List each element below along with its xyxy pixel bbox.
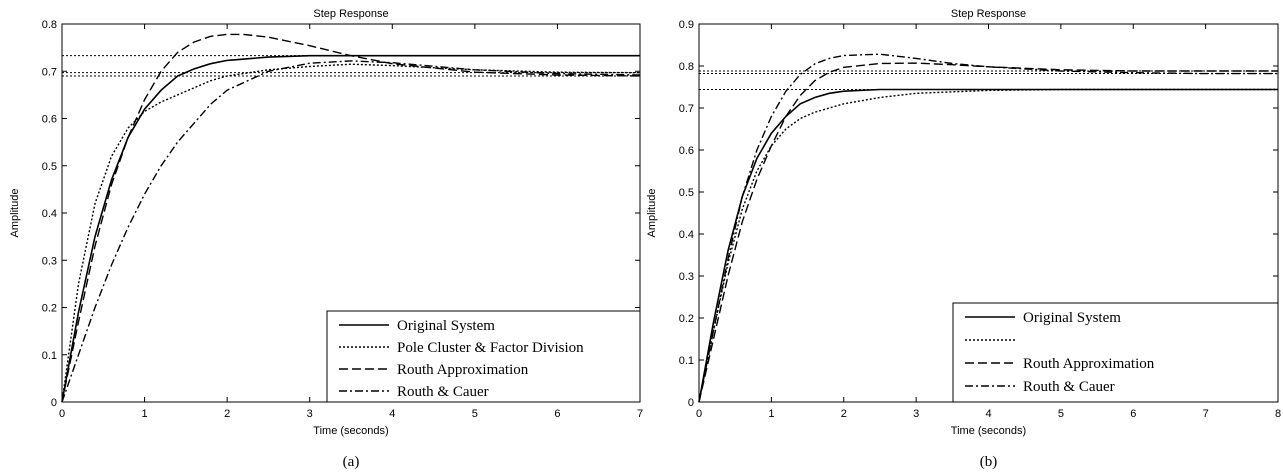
legend: Original System Pole Cluster & Factor Div… <box>326 310 641 403</box>
y-tick-label: 0.4 <box>42 208 57 220</box>
series-line-dotted <box>698 88 1278 403</box>
y-tick-label: 0 <box>51 397 57 409</box>
legend-label: Original System <box>1023 310 1121 326</box>
x-tick-label: 2 <box>224 408 230 420</box>
y-tick-label: 0.1 <box>42 350 57 362</box>
legend-box <box>952 302 1279 403</box>
legend-label: Routh & Cauer <box>1023 379 1115 395</box>
subfigure-caption: (b) <box>980 454 998 470</box>
series-line-dashdot <box>61 60 641 403</box>
series-line-dashed <box>698 62 1278 403</box>
y-axis-label: Amplitude <box>9 189 21 238</box>
x-tick-label: 3 <box>913 408 919 420</box>
y-tick-label: 0.8 <box>42 19 57 31</box>
legend-label: Routh & Cauer <box>397 384 489 400</box>
subfigure-caption: (a) <box>343 454 360 470</box>
y-tick-label: 0 <box>688 397 694 409</box>
y-tick-label: 0.6 <box>42 114 57 126</box>
x-tick-label: 7 <box>637 408 643 420</box>
legend-label: Routh Approximation <box>1023 356 1155 372</box>
y-tick-label: 0.9 <box>679 19 694 31</box>
y-tick-label: 0.7 <box>42 66 57 78</box>
y-tick-label: 0.6 <box>679 145 694 157</box>
series-line-dotted <box>61 63 641 403</box>
chart-title: Step Response <box>951 8 1026 20</box>
chart-title: Step Response <box>313 8 388 20</box>
x-tick-label: 6 <box>1130 408 1136 420</box>
x-tick-label: 3 <box>307 408 313 420</box>
x-tick-label: 6 <box>554 408 560 420</box>
y-tick-label: 0.5 <box>679 187 694 199</box>
x-tick-label: 5 <box>472 408 478 420</box>
x-tick-label: 1 <box>768 408 774 420</box>
y-tick-label: 0.3 <box>679 271 694 283</box>
x-tick-label: 0 <box>59 408 65 420</box>
legend-label: Original System <box>397 318 495 334</box>
x-tick-label: 7 <box>1203 408 1209 420</box>
series-line-solid <box>61 54 640 403</box>
legend-label: Routh Approximation <box>397 362 529 378</box>
x-tick-label: 8 <box>1275 408 1281 420</box>
legend-box <box>326 310 641 403</box>
y-tick-label: 0.1 <box>679 355 694 367</box>
legend-label: Pole Cluster & Factor Division <box>397 340 584 356</box>
series-line-solid <box>698 88 1278 403</box>
x-tick-label: 0 <box>696 408 702 420</box>
y-tick-label: 0.2 <box>42 303 57 315</box>
x-tick-label: 1 <box>142 408 148 420</box>
x-axis-label: Time (seconds) <box>951 425 1026 437</box>
x-tick-label: 4 <box>389 408 395 420</box>
y-tick-label: 0.7 <box>679 103 694 115</box>
chart-a: Step Response 0 1 2 3 4 5 6 7 0 0.1 0.2 0.3 0.4 0.5 0.6… <box>9 8 643 470</box>
legend: Original System Routh Approximation Routh … <box>952 302 1279 403</box>
x-tick-label: 4 <box>985 408 991 420</box>
y-tick-label: 0.5 <box>42 161 57 173</box>
x-axis-label: Time (seconds) <box>313 425 388 437</box>
y-tick-label: 0.2 <box>679 313 694 325</box>
x-tick-label: 2 <box>841 408 847 420</box>
series-line-dashed <box>61 33 641 403</box>
y-axis-label: Amplitude <box>646 189 658 238</box>
chart-b: Step Response 0 1 2 3 4 5 6 7 8 0 0.1 0.2 0.3 0.4 0.5 0.… <box>646 8 1281 470</box>
y-tick-label: 0.8 <box>679 61 694 73</box>
y-tick-label: 0.3 <box>42 255 57 267</box>
series-line-dashdot <box>698 53 1278 403</box>
x-tick-label: 5 <box>1058 408 1064 420</box>
y-tick-label: 0.4 <box>679 229 694 241</box>
